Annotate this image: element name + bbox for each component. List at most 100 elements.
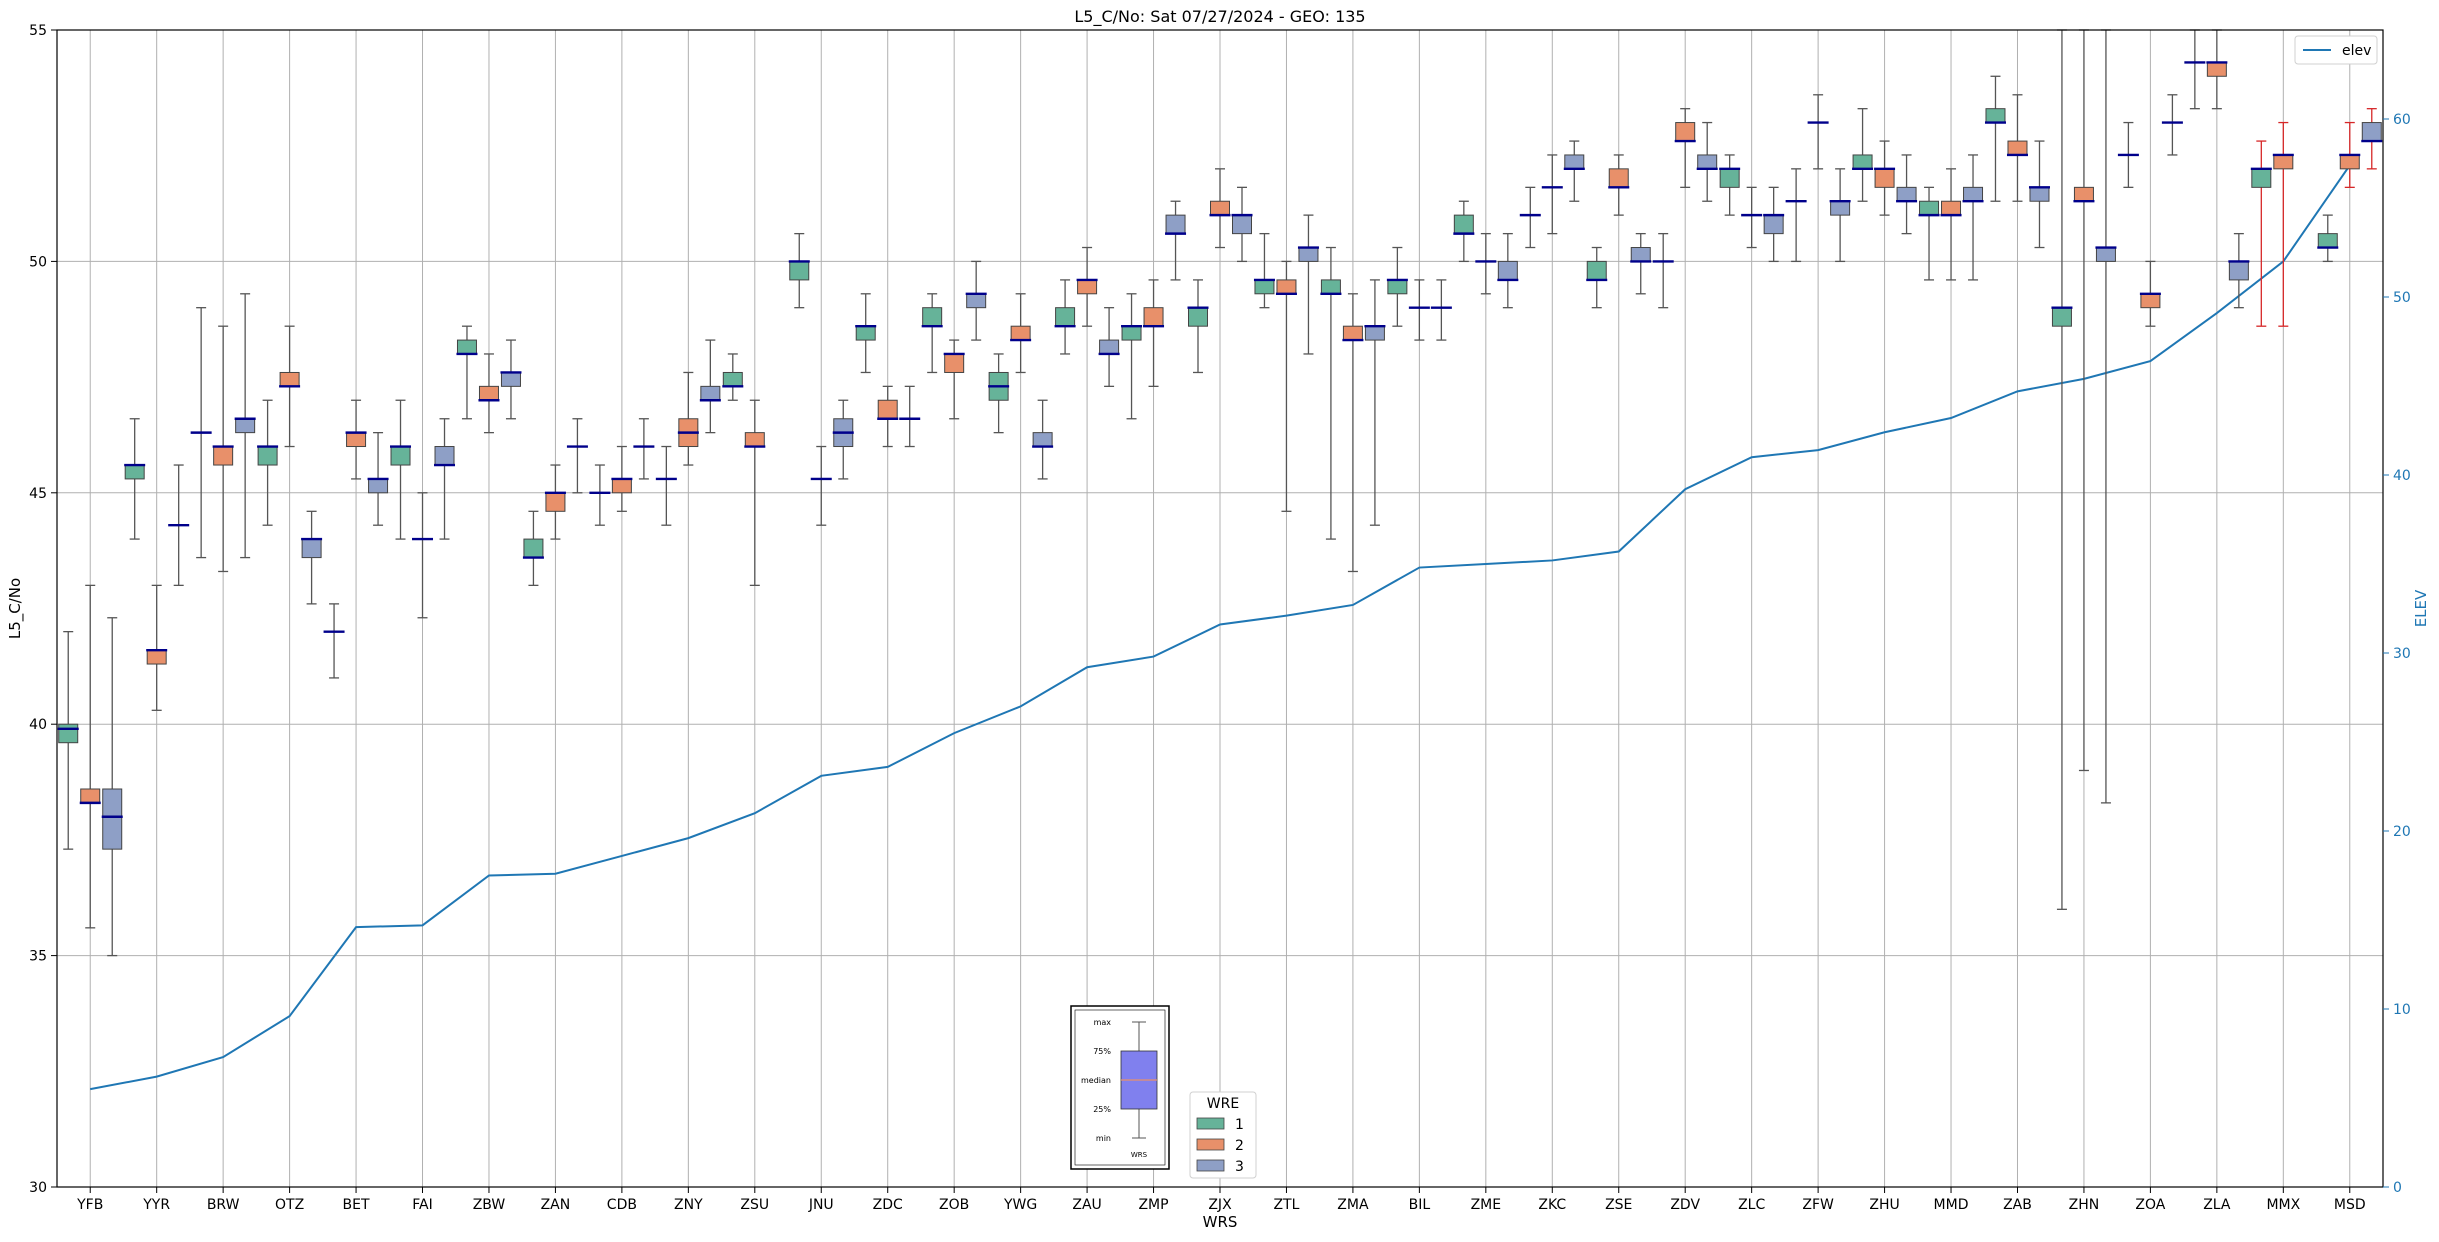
box-wre-2 xyxy=(279,371,300,387)
box-wre-2 xyxy=(2206,61,2227,77)
x-tick-label: MMD xyxy=(1934,1197,1969,1213)
box-wre-3 xyxy=(1032,432,1053,448)
box-wre-3 xyxy=(966,293,987,309)
box-wre-3 xyxy=(500,371,521,387)
legend-wre-title: WRE xyxy=(1207,1096,1239,1112)
box-wre-1 xyxy=(58,723,79,744)
x-tick-label: ZNY xyxy=(674,1197,703,1213)
x-tick-label: BET xyxy=(343,1197,370,1213)
elev-line xyxy=(90,164,2351,1091)
box-wre-3 xyxy=(368,478,389,494)
x-tick-label: ZBW xyxy=(473,1197,506,1213)
box-wre-2 xyxy=(346,432,367,448)
x-tick-label: ZHU xyxy=(1869,1197,1899,1213)
box-wre-1 xyxy=(1586,260,1607,281)
x-tick-label: ZHN xyxy=(2069,1197,2100,1213)
box-wre-1 xyxy=(1121,325,1142,341)
key-label: min xyxy=(1096,1134,1111,1143)
box-wre-2 xyxy=(1143,307,1164,327)
box-wre-2 xyxy=(80,788,101,804)
x-tick-label: ZLA xyxy=(2203,1197,2231,1213)
x-tick-label: ZMP xyxy=(1138,1197,1168,1213)
x-tick-label: ZSU xyxy=(740,1197,769,1213)
key-label: median xyxy=(1081,1076,1111,1085)
x-tick-label: ZAB xyxy=(2003,1197,2032,1213)
legend-elev-label: elev xyxy=(2342,43,2371,59)
box-wre-1 xyxy=(1055,307,1076,327)
box-wre-2 xyxy=(877,399,898,420)
legend-swatch-wre-2 xyxy=(1196,1138,1225,1151)
box-wre-3 xyxy=(1763,214,1784,235)
y-tick-label: 35 xyxy=(29,949,47,965)
box-wre-1 xyxy=(922,307,943,327)
box-wre-3 xyxy=(1630,247,1651,262)
box-wre-1 xyxy=(2317,233,2338,249)
y-tick-label: 30 xyxy=(29,1180,47,1196)
box-wre-2 xyxy=(744,432,765,448)
box-wre-2 xyxy=(611,478,632,494)
y2-tick-label: 50 xyxy=(2393,290,2411,306)
box-wre-3 xyxy=(1232,214,1252,235)
legend-label-wre-2: 2 xyxy=(1235,1138,1244,1154)
box-wre-3 xyxy=(2228,260,2249,281)
box-wre-3 xyxy=(2361,122,2382,142)
x-tick-label: YWG xyxy=(1003,1197,1037,1213)
x-tick-label: ZMA xyxy=(1337,1197,1369,1213)
y-tick-label: 45 xyxy=(29,486,47,502)
box-wre-3 xyxy=(1963,186,1984,202)
box-wre-2 xyxy=(478,385,499,401)
box-wre-3 xyxy=(1830,200,1851,216)
x-tick-label: OTZ xyxy=(275,1197,304,1213)
box-wre-2 xyxy=(1342,325,1363,341)
chart-title: L5_C/No: Sat 07/27/2024 - GEO: 135 xyxy=(1074,7,1365,27)
axis-layer: 30 35 40 45 50 55 0 10 20 30 40 50 60 YFB YYR BRW OTZ BET… xyxy=(29,23,2411,1213)
legend-wre-frame xyxy=(1189,1091,1257,1179)
box-wre-3 xyxy=(1564,154,1585,170)
box-wre-3 xyxy=(2095,247,2116,262)
box-wre-2 xyxy=(2007,140,2028,156)
x-axis-label: WRS xyxy=(1203,1213,1238,1231)
box-wre-1 xyxy=(1320,279,1341,295)
box-wre-2 xyxy=(146,649,167,665)
y2-tick-label: 60 xyxy=(2393,112,2411,128)
box-wre-2 xyxy=(545,492,566,512)
box-wre-3 xyxy=(1099,339,1120,355)
x-tick-label: ZAU xyxy=(1072,1197,1101,1213)
y-tick-label: 50 xyxy=(29,254,47,270)
box-wre-1 xyxy=(1254,279,1275,295)
box-wre-1 xyxy=(855,325,876,341)
box-wre-2 xyxy=(2140,293,2161,309)
box-wre-3 xyxy=(700,385,721,401)
box-wre-3 xyxy=(2029,186,2050,202)
y2-tick-label: 30 xyxy=(2393,646,2411,662)
box-wre-3 xyxy=(1298,247,1319,262)
key-label: max xyxy=(1094,1018,1112,1027)
x-tick-label: YFB xyxy=(76,1197,103,1213)
box-wre-1 xyxy=(789,260,810,281)
x-tick-label: ZDV xyxy=(1670,1197,1700,1213)
elev-line-layer xyxy=(90,164,2351,1091)
x-tick-label: ZAN xyxy=(541,1197,571,1213)
y2-axis-label: ELEV xyxy=(2412,589,2430,627)
box-wre-1 xyxy=(390,446,411,466)
x-tick-label: ZTL xyxy=(1273,1197,1299,1213)
box-wre-1 xyxy=(722,371,743,387)
box-wre-3 xyxy=(235,418,256,434)
y-tick-label: 40 xyxy=(29,717,47,733)
box-wre-3 xyxy=(1697,154,1718,170)
box-wre-2 xyxy=(1077,279,1098,295)
box-wre-3 xyxy=(1896,186,1917,202)
legend-swatch-wre-3 xyxy=(1196,1159,1225,1172)
box-wre-1 xyxy=(2051,307,2072,327)
y2-tick-label: 0 xyxy=(2393,1180,2402,1196)
box-wre-2 xyxy=(2339,154,2360,170)
box-layer xyxy=(57,29,2383,957)
x-tick-label: JNU xyxy=(808,1197,834,1213)
box-wre-3 xyxy=(301,538,322,559)
box-wre-3 xyxy=(1165,214,1186,235)
x-tick-label: ZDC xyxy=(873,1197,903,1213)
key-label: 75% xyxy=(1093,1047,1111,1056)
x-tick-label: FAI xyxy=(412,1197,432,1213)
x-tick-label: ZOB xyxy=(939,1197,969,1213)
